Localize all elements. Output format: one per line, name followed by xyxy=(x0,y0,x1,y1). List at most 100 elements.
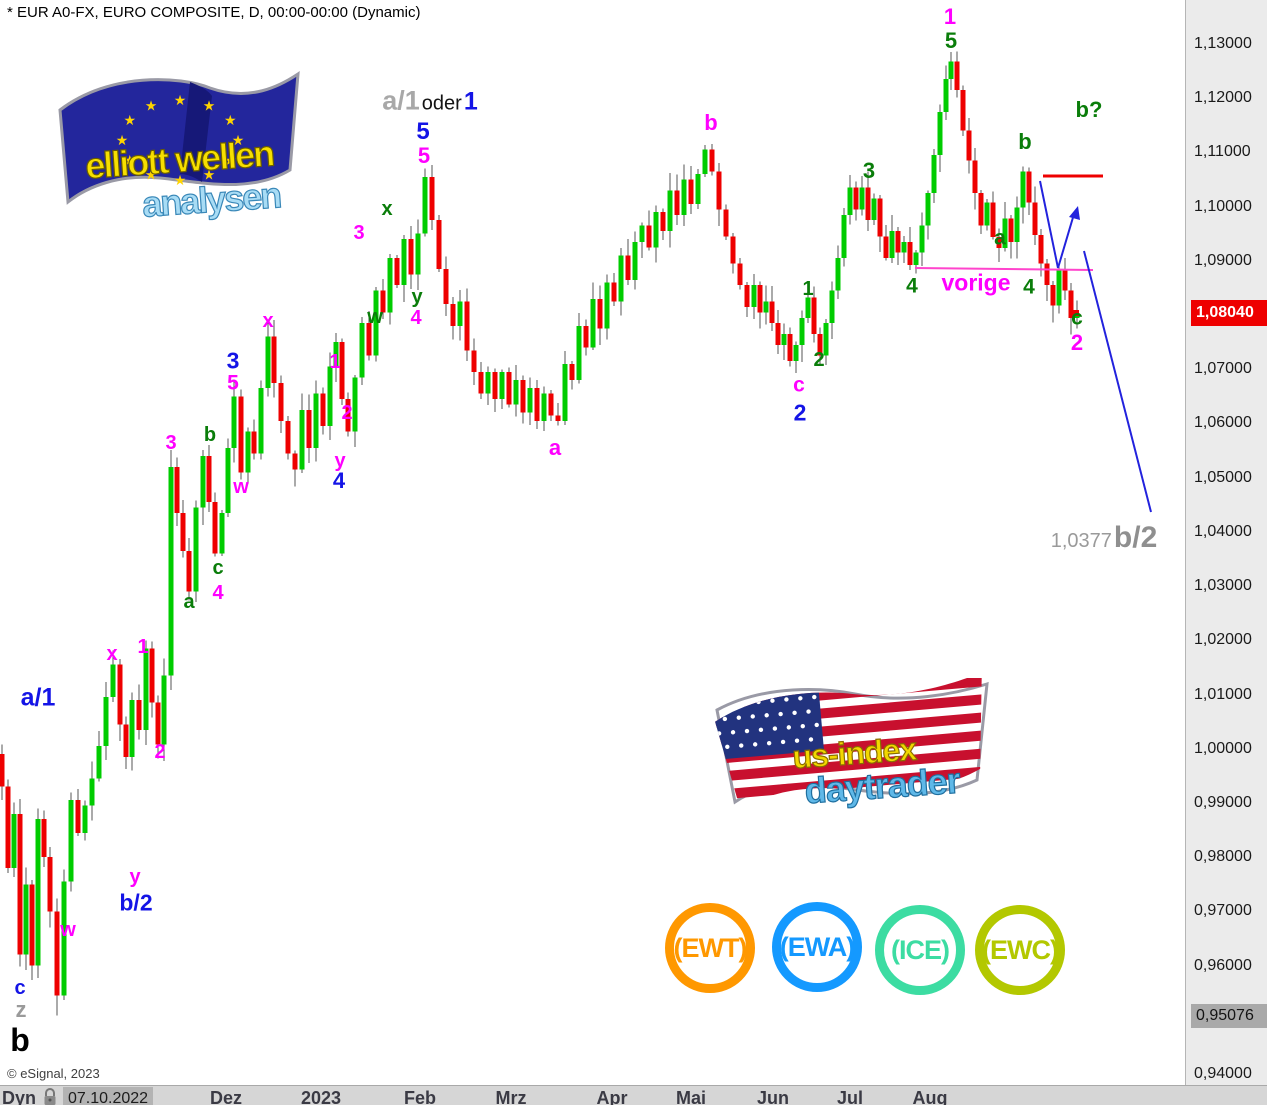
candle-body xyxy=(61,881,67,996)
logo-text-elliott-wellen: elliott wellen xyxy=(84,133,274,187)
candle-body xyxy=(960,90,966,131)
y-axis-tick-label: 1,12000 xyxy=(1194,89,1252,107)
y-axis-tick-label: 1,11000 xyxy=(1194,143,1251,161)
candle-body xyxy=(174,466,180,513)
candle-body xyxy=(1014,207,1020,242)
wave-label: 2 xyxy=(794,401,807,425)
wave-label-text: 4 xyxy=(1023,275,1035,299)
us-star-dot xyxy=(772,726,778,731)
candle-body xyxy=(865,187,871,221)
candle-body xyxy=(548,393,554,416)
candle-body xyxy=(422,176,428,234)
candle-body xyxy=(1002,218,1008,248)
wave-label-text: c xyxy=(212,557,224,579)
membership-badge: (ICE) xyxy=(875,905,965,995)
us-stripe xyxy=(712,762,993,803)
last-price-tag: 1,08040 xyxy=(1191,299,1267,326)
candle-body xyxy=(925,193,931,226)
candle-body xyxy=(590,298,596,348)
candle-body xyxy=(415,233,421,275)
candle-body xyxy=(471,350,477,372)
us-star-dot xyxy=(776,683,781,689)
candle-body xyxy=(193,507,199,592)
eu-star-icon: ★ xyxy=(145,167,158,183)
candle-body xyxy=(853,187,859,210)
candle-body xyxy=(954,61,960,91)
us-star-dot xyxy=(814,722,819,728)
dynamic-mode-button[interactable]: Dyn xyxy=(2,1088,37,1105)
wave-label-text: c xyxy=(793,373,805,397)
wave-label-text: b xyxy=(203,424,217,446)
wave-label: a xyxy=(994,228,1006,249)
wave-label-text: 2 xyxy=(813,349,825,371)
y-axis-tick-label: 1,01000 xyxy=(1194,685,1252,703)
candle-body xyxy=(352,377,358,432)
wave-label-text: w xyxy=(60,919,76,941)
candle-body xyxy=(604,282,610,329)
us-star-dot xyxy=(734,687,739,693)
wave-label-text: 1 xyxy=(329,351,341,373)
candle-body xyxy=(200,456,206,508)
candle-body xyxy=(366,323,372,356)
candle-body xyxy=(1032,202,1038,235)
candle-body xyxy=(401,239,407,286)
wave-label: 2 xyxy=(1071,332,1083,354)
candle-body xyxy=(143,648,149,730)
candle-body xyxy=(155,702,161,745)
eu-star-icon: ★ xyxy=(116,132,129,148)
candle-body xyxy=(948,61,954,80)
price-axis[interactable]: 1,08040 0,95076 1,13000 1,12000 1,11000 1,1… xyxy=(1185,0,1267,1105)
candle-body xyxy=(251,431,257,454)
lock-icon[interactable] xyxy=(42,1087,58,1105)
wave-label-text: b xyxy=(1018,129,1032,154)
candle-body xyxy=(168,466,174,676)
wave-label-text: 3 xyxy=(165,432,177,454)
wave-label-text: 2 xyxy=(154,741,166,763)
candle-body xyxy=(943,79,949,112)
wave-label-text: 5 xyxy=(227,371,239,395)
us-star-dot xyxy=(752,742,758,747)
candle-body xyxy=(569,363,575,381)
us-star-dot xyxy=(725,744,730,750)
candle-body xyxy=(883,236,889,259)
wave-label-text: a/1 xyxy=(382,85,420,116)
candle-body xyxy=(793,344,799,362)
wave-label-text: z xyxy=(15,997,27,1022)
wave-label: 1 xyxy=(329,352,340,372)
wave-label-text: 4 xyxy=(332,468,346,493)
eu-star-icon: ★ xyxy=(123,152,136,168)
wave-label-text: c xyxy=(1071,306,1083,330)
y-axis-tick-label: 0,96000 xyxy=(1194,956,1252,974)
candle-body xyxy=(660,212,666,232)
y-axis-tick-label: 1,13000 xyxy=(1194,35,1252,52)
time-axis-bar[interactable]: Dyn 07.10.2022 Dez 2023 Feb Mrz Apr Mai Jun Jul… xyxy=(0,1085,1267,1105)
wave-label-text: oder xyxy=(421,92,462,115)
x-axis-month-label: Jun xyxy=(756,1088,790,1105)
candle-body xyxy=(103,697,109,747)
candle-body xyxy=(82,805,88,833)
candle-body xyxy=(320,393,326,427)
wave-label: 4 xyxy=(333,470,345,492)
eu-star-icon: ★ xyxy=(203,167,216,183)
candle-body xyxy=(161,675,167,745)
us-star-dot xyxy=(803,681,809,686)
wave-label: 4 xyxy=(1023,277,1035,298)
candlestick-chart-canvas[interactable] xyxy=(0,0,1185,1105)
us-star-dot xyxy=(778,711,783,717)
candle-body xyxy=(723,209,729,237)
start-date-field[interactable]: 07.10.2022 xyxy=(63,1087,153,1105)
elliott-wellen-analysen-logo: ★ ★ ★ ★ ★ ★ ★ ★ ★ ★ ★ ★ elliott wellen analysen xyxy=(58,71,300,225)
candle-body xyxy=(0,754,5,787)
candle-body xyxy=(180,512,186,551)
candle-body xyxy=(327,366,333,427)
wave-label-text: a xyxy=(994,226,1006,250)
candle-body xyxy=(639,225,645,242)
us-star-dot xyxy=(744,728,750,734)
us-star-dot xyxy=(798,696,803,701)
candle-body xyxy=(394,258,400,286)
candle-body xyxy=(186,550,192,592)
candle-body xyxy=(811,297,817,335)
us-star-dot xyxy=(706,690,711,695)
bounce-arrow xyxy=(1057,213,1075,269)
wave-label-text: 3 xyxy=(226,347,240,374)
